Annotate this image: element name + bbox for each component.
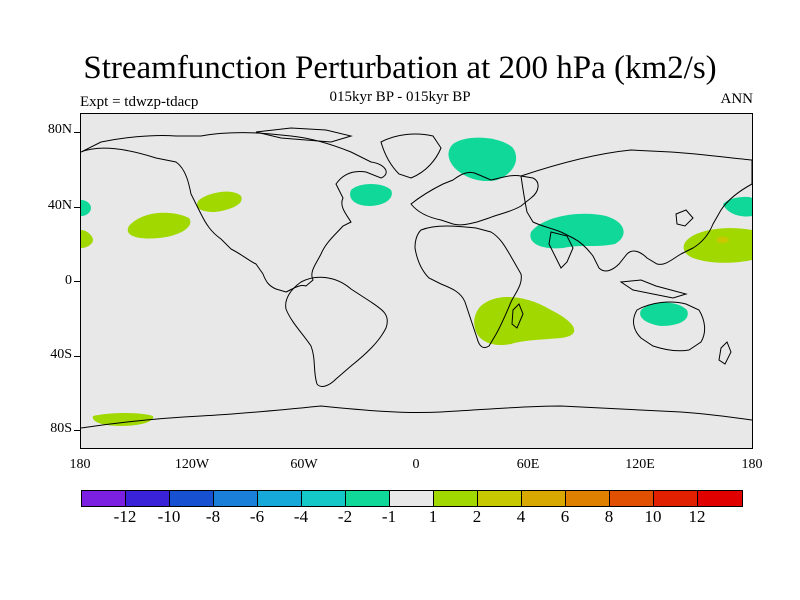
arctic-islands-coast bbox=[255, 127, 353, 143]
period-label: 015kyr BP - 015kyr BP bbox=[329, 89, 471, 105]
colorbar-box bbox=[698, 491, 742, 506]
colorbar-box bbox=[258, 491, 302, 506]
western-edge-negative bbox=[81, 200, 91, 216]
colorbar-label: -2 bbox=[337, 507, 353, 526]
north-america-coast bbox=[81, 132, 387, 293]
south-america-coast bbox=[285, 276, 388, 387]
colorbar-label: -4 bbox=[293, 507, 309, 526]
colorbar-label: -1 bbox=[381, 507, 397, 526]
colorbar-label: 2 bbox=[472, 507, 482, 526]
colorbar-box bbox=[214, 491, 258, 506]
lon-label-180e: 180 bbox=[741, 457, 763, 472]
map-svg bbox=[81, 127, 752, 429]
colorbar-label: 1 bbox=[428, 507, 438, 526]
lon-label-0: 0 bbox=[412, 457, 420, 472]
colorbar-box bbox=[82, 491, 126, 506]
colorbar bbox=[81, 490, 743, 507]
lat-tick bbox=[74, 430, 80, 431]
north-atlantic-negative bbox=[350, 184, 392, 206]
australia-negative bbox=[640, 302, 688, 326]
coastlines bbox=[81, 127, 752, 429]
anomaly-layer bbox=[81, 137, 752, 426]
central-asia-negative bbox=[530, 213, 624, 249]
subtropical-pacific-positive bbox=[127, 212, 191, 239]
southern-ocean-positive bbox=[92, 413, 154, 426]
new-zealand-coast bbox=[718, 341, 732, 365]
colorbar-box bbox=[170, 491, 214, 506]
lon-label-60e: 60E bbox=[516, 457, 540, 472]
lon-label-120e: 120E bbox=[625, 457, 655, 472]
west-pacific-positive bbox=[683, 228, 752, 263]
eastern-edge-positive bbox=[81, 230, 93, 248]
north-pacific-positive bbox=[196, 191, 242, 212]
colorbar-box bbox=[434, 491, 478, 506]
lat-label-40s: 40S bbox=[50, 347, 72, 362]
colorbar-box bbox=[302, 491, 346, 506]
lon-label-120w: 120W bbox=[174, 457, 210, 472]
map-panel bbox=[80, 113, 753, 449]
greenland-coast bbox=[380, 133, 442, 179]
colorbar-label: -6 bbox=[249, 507, 265, 526]
lat-label-40n: 40N bbox=[47, 198, 72, 213]
colorbar-label: -8 bbox=[205, 507, 221, 526]
antarctica-coast bbox=[81, 405, 752, 429]
west-pacific-negative bbox=[723, 196, 752, 217]
colorbar-box bbox=[390, 491, 434, 506]
colorbar-label: -12 bbox=[113, 507, 137, 526]
colorbar-label: 12 bbox=[688, 507, 706, 526]
colorbar-label: 8 bbox=[604, 507, 614, 526]
west-pacific-core bbox=[717, 236, 729, 244]
japan-coast bbox=[675, 209, 694, 227]
lat-label-equator: 0 bbox=[65, 273, 72, 288]
colorbar-box bbox=[522, 491, 566, 506]
greenland-sea-negative bbox=[448, 137, 517, 182]
colorbar-label: -10 bbox=[157, 507, 181, 526]
lon-label-180w: 180 bbox=[69, 457, 91, 472]
experiment-label: Expt = tdwzp-tdacp bbox=[80, 94, 199, 110]
colorbar-label: 6 bbox=[560, 507, 570, 526]
lat-tick bbox=[74, 207, 80, 208]
colorbar-box bbox=[346, 491, 390, 506]
indonesia-coast bbox=[619, 279, 688, 299]
lat-label-80s: 80S bbox=[50, 421, 72, 436]
lat-label-80n: 80N bbox=[47, 122, 72, 137]
lat-tick bbox=[74, 281, 80, 282]
colorbar-box bbox=[654, 491, 698, 506]
lat-tick bbox=[74, 356, 80, 357]
europe-coast bbox=[410, 171, 539, 226]
colorbar-label: 4 bbox=[516, 507, 526, 526]
africa-coast bbox=[414, 225, 522, 349]
colorbar-box bbox=[478, 491, 522, 506]
madagascar-coast bbox=[511, 303, 524, 329]
lon-label-60w: 60W bbox=[290, 457, 318, 472]
colorbar-box bbox=[126, 491, 170, 506]
season-label: ANN bbox=[720, 91, 754, 107]
colorbar-box bbox=[610, 491, 654, 506]
australia-coast bbox=[633, 301, 706, 352]
chart-title: Streamfunction Perturbation at 200 hPa (… bbox=[83, 50, 717, 86]
colorbar-label: 10 bbox=[644, 507, 662, 526]
india-coast bbox=[548, 231, 574, 269]
colorbar-box bbox=[566, 491, 610, 506]
asia-coast bbox=[520, 149, 752, 272]
lat-tick bbox=[74, 132, 80, 133]
madagascar-positive bbox=[474, 297, 575, 346]
